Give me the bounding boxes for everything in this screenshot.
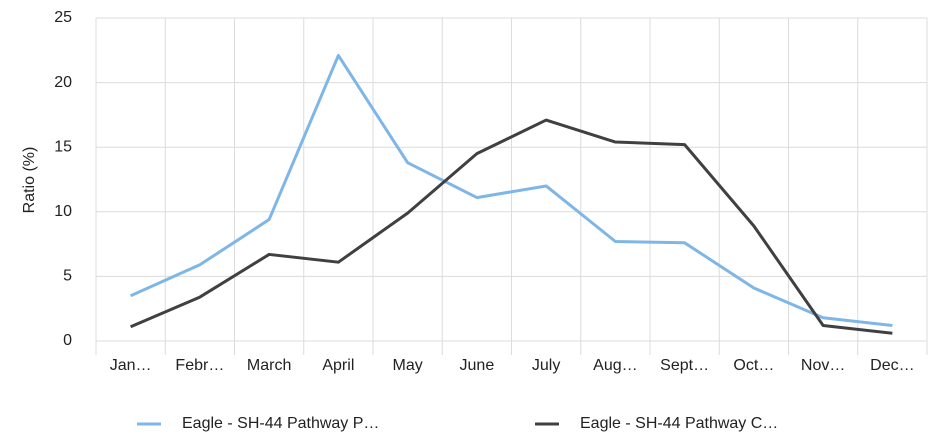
x-tick-label: Jan… [110,357,152,374]
x-tick-label: Aug… [593,357,637,374]
x-tick-label: April [322,357,354,374]
x-tick-label: March [247,357,291,374]
y-axis-label: Ratio (%) [21,147,38,214]
x-tick-label: Nov… [801,357,845,374]
x-tick-label: July [532,357,560,374]
y-tick-label: 10 [54,203,72,220]
x-tick-label: Oct… [733,357,774,374]
x-tick-label: Sept… [660,357,709,374]
x-tick-label: June [460,357,495,374]
x-tick-label: Febr… [175,357,224,374]
y-tick-label: 15 [54,138,72,155]
x-tick-label: May [393,357,423,374]
line-series [130,118,893,335]
y-tick-label: 25 [54,9,72,26]
legend-label: Eagle - SH-44 Pathway P… [182,415,379,432]
y-tick-label: 0 [63,332,72,349]
y-tick-label: 5 [63,268,72,285]
y-tick-label: 20 [54,74,72,91]
line-series [130,53,893,327]
x-tick-label: Dec… [870,357,914,374]
legend-label: Eagle - SH-44 Pathway C… [580,415,778,432]
